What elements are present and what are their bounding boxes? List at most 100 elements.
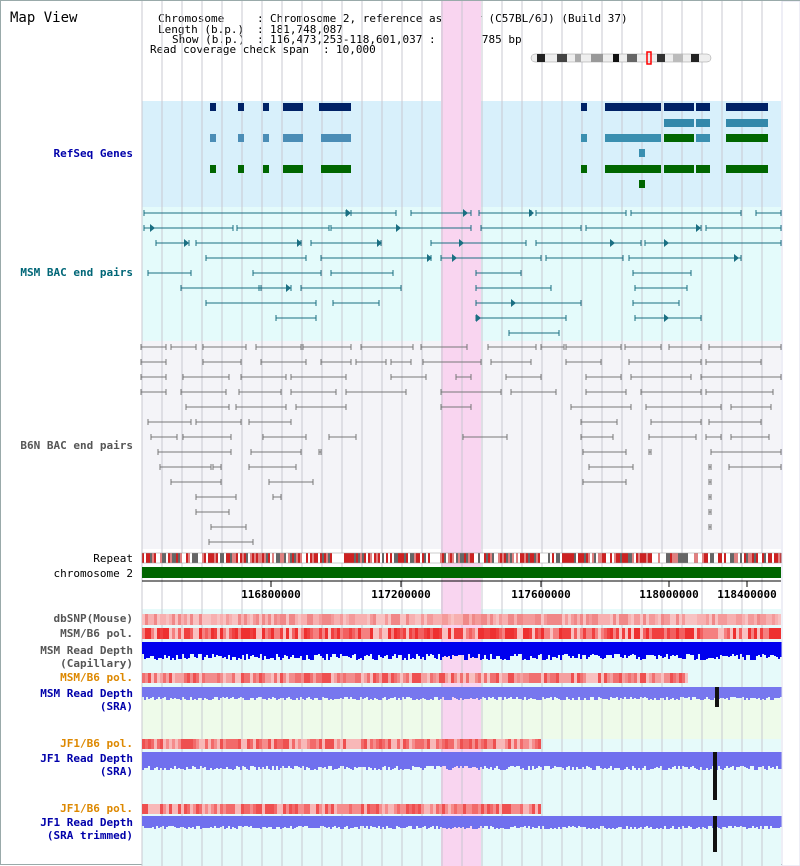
track-label-msm-depth-capillary[interactable]: MSM Read Depth (Capillary) [40,644,133,670]
repeat-element [494,553,496,563]
msm-depth-sra-bars-bar [250,687,252,698]
msm-pol-1-heatmap-cell [499,628,502,639]
msm-pol-2-heatmap-cell [370,673,373,683]
msm-pol-1-heatmap-cell [478,628,481,639]
msm-depth-capillary-bars-bar [634,642,636,655]
track-label-refseq-genes[interactable]: RefSeq Genes [53,147,133,160]
repeat-element [396,553,398,563]
axis-tick-label: 117600000 [511,588,571,601]
track-label-jf1-pol-2[interactable]: JF1/B6 pol. [60,802,133,815]
msm-depth-sra-bars-bar [366,687,368,697]
jf1-depth-trimmed-bars-bar [186,816,188,829]
jf1-pol-2-heatmap-cell [436,804,439,814]
jf1-pol-2-heatmap-cell [412,804,415,814]
repeat-element [374,553,376,563]
msm-depth-capillary-bars-bar [600,642,602,658]
msm-depth-sra-bars-bar [556,687,558,698]
jf1-depth-trimmed-bars-bar [342,816,344,829]
msm-depth-capillary-bars-bar [272,642,274,658]
track-label-msm-pol-2[interactable]: MSM/B6 pol. [60,671,133,684]
msm-depth-sra-bars-bar [678,687,680,700]
jf1-depth-sra-bars-bar [548,752,550,766]
msm-depth-capillary-bars-bar [344,642,346,656]
repeat-element [342,553,344,563]
msm-depth-capillary-bars-bar [176,642,178,655]
msm-depth-sra-bars-bar [328,687,330,700]
jf1-pol-2-heatmap-cell [157,804,160,814]
jf1-depth-sra-bars-bar [270,752,272,770]
jf1-pol-2-heatmap-cell [145,804,148,814]
dbsnp-heatmap-cell [772,614,775,625]
msm-depth-capillary-bars-bar [662,642,664,658]
jf1-depth-sra-bars-bar [408,752,410,769]
dbsnp-heatmap-cell [745,614,748,625]
track-label-msm-depth-sra[interactable]: MSM Read Depth (SRA) [40,687,133,713]
repeat-element [594,553,596,563]
msm-depth-capillary-bars-bar [578,642,580,654]
msm-depth-sra-bars-bar [418,687,420,700]
jf1-pol-1-heatmap-cell [208,739,211,749]
jf1-depth-sra-bars-bar [700,752,702,767]
msm-depth-capillary-bars-bar [584,642,586,655]
msm-depth-capillary-bars-bar [160,642,162,658]
msm-depth-sra-bars-bar [150,687,152,698]
msm-pol-1-heatmap-cell [622,628,625,639]
jf1-depth-trimmed-bars-bar [566,816,568,828]
msm-depth-sra-bars [142,687,782,707]
msm-depth-sra-bars-bar [360,687,362,697]
repeat-element [768,553,770,563]
msm-depth-sra-bars-bar [624,687,626,697]
jf1-depth-sra-bars-bar [766,752,768,770]
jf1-depth-trimmed-bars-bar [364,816,366,828]
msm-depth-capillary-bars-bar [462,642,464,655]
jf1-pol-1-heatmap-cell [277,739,280,749]
repeat-element [332,553,334,563]
msm-depth-capillary-bars-bar [466,642,468,660]
jf1-depth-trimmed-bars-bar [444,816,446,828]
msm-depth-sra-bars-bar [696,687,698,699]
msm-depth-capillary-bars-bar [528,642,530,660]
repeat-element [314,553,316,563]
track-label-jf1-depth-trimmed[interactable]: JF1 Read Depth (SRA trimmed) [40,816,133,842]
repeat-element [230,553,232,563]
track-label-dbsnp[interactable]: dbSNP(Mouse) [53,612,133,625]
dbsnp-heatmap-cell [709,614,712,625]
msm-pol-1-heatmap-cell [502,628,505,639]
track-label-repeat[interactable]: Repeat [93,552,133,565]
msm-pol-2-heatmap-cell [571,673,574,683]
jf1-depth-trimmed-bars-bar [516,816,518,828]
dbsnp-heatmap-cell [721,614,724,625]
msm-depth-sra-bars-bar [628,687,630,699]
dbsnp-heatmap-cell [232,614,235,625]
msm-depth-sra-bars-bar [604,687,606,699]
dbsnp-heatmap-cell [391,614,394,625]
repeat-element [310,553,312,563]
repeat-element [218,553,220,563]
jf1-depth-sra-bars-bar [444,752,446,766]
track-label-chromosome[interactable]: chromosome 2 [53,567,133,580]
msm-depth-capillary-bars-bar [166,642,168,658]
msm-depth-capillary-bars-bar [230,642,232,660]
track-label-b6n-bac[interactable]: B6N BAC end pairs [20,439,133,452]
msm-pol-2-heatmap-cell [394,673,397,683]
jf1-depth-trimmed-bars-bar [384,816,386,829]
jf1-depth-sra-bars-bar [560,752,562,767]
jf1-pol-1-heatmap-cell [433,739,436,749]
repeat-element [402,553,404,563]
msm-pol-2-heatmap-cell [568,673,571,683]
msm-pol-1-heatmap-cell [706,628,709,639]
msm-depth-sra-bars-bar [558,687,560,699]
msm-depth-sra-bars-bar [350,687,352,697]
track-label-msm-bac[interactable]: MSM BAC end pairs [20,266,133,279]
repeat-element [152,553,154,563]
jf1-pol-2-heatmap-cell [274,804,277,814]
track-label-jf1-pol-1[interactable]: JF1/B6 pol. [60,737,133,750]
msm-depth-capillary-bars-bar [648,642,650,655]
jf1-pol-2-heatmap-cell [298,804,301,814]
track-label-jf1-depth-sra[interactable]: JF1 Read Depth (SRA) [40,752,133,778]
msm-depth-capillary-bars-bar [690,642,692,655]
jf1-depth-sra-bars-bar [280,752,282,768]
msm-bac-pair-arrow [696,224,701,232]
track-label-msm-pol-1[interactable]: MSM/B6 pol. [60,627,133,640]
